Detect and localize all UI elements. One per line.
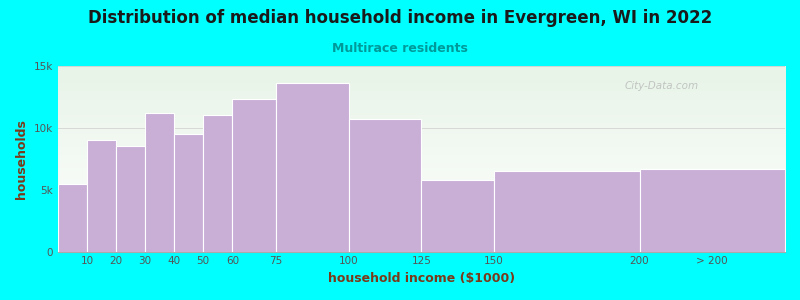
Bar	[276, 83, 349, 252]
Bar	[145, 113, 174, 252]
Bar	[174, 134, 203, 252]
Text: City-Data.com: City-Data.com	[625, 81, 699, 91]
Bar	[203, 116, 232, 252]
Text: Multirace residents: Multirace residents	[332, 42, 468, 55]
Text: Distribution of median household income in Evergreen, WI in 2022: Distribution of median household income …	[88, 9, 712, 27]
X-axis label: household income ($1000): household income ($1000)	[328, 272, 515, 285]
Bar	[349, 119, 422, 252]
Y-axis label: households: households	[15, 119, 28, 199]
Bar	[494, 171, 639, 252]
Bar	[422, 180, 494, 252]
Bar	[232, 99, 276, 252]
Bar	[87, 140, 116, 252]
Bar	[58, 184, 87, 252]
Bar	[639, 169, 785, 252]
Bar	[116, 146, 145, 252]
